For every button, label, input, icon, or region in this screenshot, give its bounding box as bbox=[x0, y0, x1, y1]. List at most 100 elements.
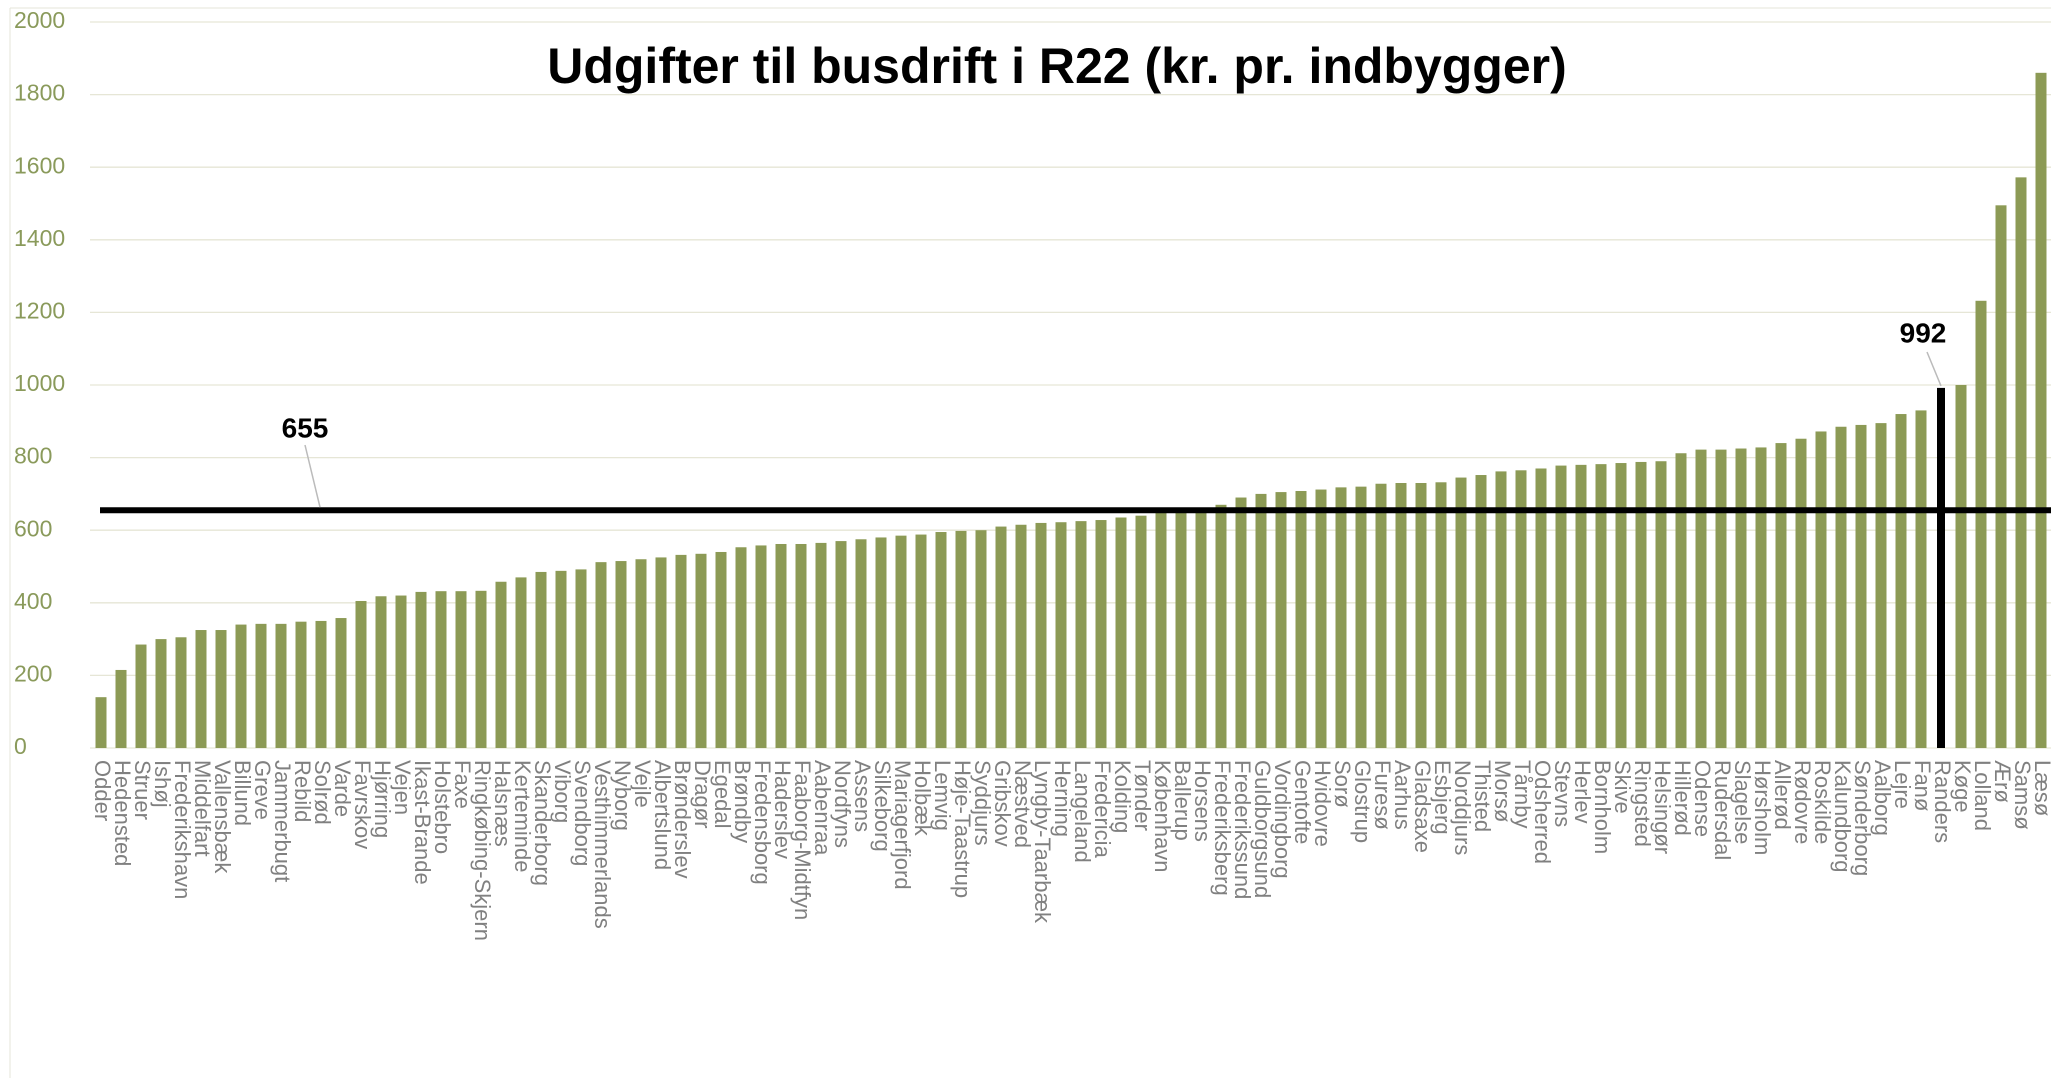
x-tick-label: Thisted bbox=[1470, 760, 1495, 832]
chart-title: Udgifter til busdrift i R22 (kr. pr. ind… bbox=[547, 38, 1567, 94]
x-tick-label: Odsherred bbox=[1530, 760, 1555, 864]
bar bbox=[1535, 468, 1547, 748]
bar bbox=[1175, 511, 1187, 748]
bar bbox=[395, 595, 407, 748]
x-tick-label: Langeland bbox=[1070, 760, 1095, 863]
bar bbox=[1755, 447, 1767, 748]
x-tick-label: Solrød bbox=[310, 760, 335, 825]
bar bbox=[1215, 504, 1227, 748]
bar bbox=[2015, 177, 2027, 748]
x-tick-label: Tårnby bbox=[1510, 760, 1535, 828]
bar bbox=[1255, 493, 1267, 748]
bar bbox=[1295, 490, 1307, 748]
bar bbox=[835, 541, 847, 748]
x-tick-label: Hvidovre bbox=[1310, 760, 1335, 847]
x-tick-label: Vejle bbox=[630, 760, 655, 808]
x-tick-label: Høje-Taastrup bbox=[950, 760, 975, 898]
bar bbox=[995, 526, 1007, 748]
x-tick-label: Egedal bbox=[710, 760, 735, 829]
x-tick-label: Glostrup bbox=[1350, 760, 1375, 843]
reference-label: 655 bbox=[282, 412, 329, 443]
x-tick-label: Holbæk bbox=[910, 760, 935, 837]
x-tick-label: Halsnæs bbox=[490, 760, 515, 847]
bar bbox=[455, 591, 467, 748]
bar bbox=[635, 559, 647, 748]
bar bbox=[1275, 492, 1287, 748]
y-tick-label: 0 bbox=[14, 733, 27, 759]
x-tick-label: Ærø bbox=[1990, 760, 2015, 803]
bar bbox=[1975, 300, 1987, 748]
x-tick-label: Gladsaxe bbox=[1410, 760, 1435, 853]
y-tick-label: 1400 bbox=[14, 225, 65, 251]
bar bbox=[215, 630, 227, 748]
bar bbox=[595, 562, 607, 748]
y-tick-label: 800 bbox=[14, 443, 52, 469]
bar bbox=[1937, 387, 1945, 748]
bar bbox=[1035, 522, 1047, 748]
bar bbox=[775, 543, 787, 748]
x-tick-label: Struer bbox=[130, 760, 155, 820]
x-tick-label: Ballerup bbox=[1170, 760, 1195, 841]
y-tick-label: 1600 bbox=[14, 152, 65, 178]
x-tick-label: Samsø bbox=[2010, 760, 2035, 830]
bar bbox=[95, 697, 107, 748]
bar bbox=[1415, 483, 1427, 748]
bar bbox=[1695, 449, 1707, 748]
bar bbox=[515, 577, 527, 748]
bar bbox=[955, 530, 967, 748]
x-tick-label: Ishøj bbox=[150, 760, 175, 808]
bar bbox=[575, 569, 587, 748]
x-tick-label: Varde bbox=[330, 760, 355, 817]
bar bbox=[335, 618, 347, 748]
x-tick-label: Esbjerg bbox=[1430, 760, 1455, 835]
bar bbox=[1615, 463, 1627, 748]
bar bbox=[1575, 464, 1587, 748]
y-tick-label: 600 bbox=[14, 515, 52, 541]
x-tick-label: Kolding bbox=[1110, 760, 1135, 833]
bar bbox=[1435, 482, 1447, 748]
x-tick-label: Billund bbox=[230, 760, 255, 826]
x-tick-label: Faaborg-Midtfyn bbox=[790, 760, 815, 920]
bar bbox=[1595, 464, 1607, 748]
y-tick-label: 1000 bbox=[14, 370, 65, 396]
bar bbox=[935, 532, 947, 748]
bar bbox=[1475, 475, 1487, 748]
bar bbox=[1655, 461, 1667, 748]
x-tick-label: Køge bbox=[1950, 760, 1975, 813]
bar bbox=[1995, 205, 2007, 748]
bar bbox=[1515, 470, 1527, 748]
bar bbox=[375, 596, 387, 748]
x-tick-label: Lolland bbox=[1970, 760, 1995, 831]
x-tick-label: Rudersdal bbox=[1710, 760, 1735, 860]
x-tick-label: Hørsholm bbox=[1750, 760, 1775, 855]
bar bbox=[1155, 512, 1167, 748]
bar bbox=[1495, 471, 1507, 748]
x-tick-label: Frederikshavn bbox=[170, 760, 195, 899]
bar bbox=[1375, 483, 1387, 748]
x-tick-label: Dragør bbox=[690, 760, 715, 828]
bar bbox=[2035, 72, 2047, 748]
bar bbox=[1115, 517, 1127, 748]
x-tick-label: Tønder bbox=[1130, 760, 1155, 831]
x-tick-label: Hedensted bbox=[110, 760, 135, 866]
x-tick-label: Skive bbox=[1610, 760, 1635, 814]
x-tick-label: Aalborg bbox=[1870, 760, 1895, 836]
x-tick-label: Skanderborg bbox=[530, 760, 555, 886]
bar bbox=[1455, 477, 1467, 748]
leader-line bbox=[1926, 351, 1942, 387]
bar bbox=[1235, 497, 1247, 748]
x-tick-label: Hjørring bbox=[370, 760, 395, 838]
bar bbox=[1875, 423, 1887, 748]
x-tick-label: Fredericia bbox=[1090, 760, 1115, 859]
bar bbox=[715, 551, 727, 748]
bar bbox=[175, 637, 187, 748]
bar bbox=[1775, 443, 1787, 748]
bar bbox=[1135, 515, 1147, 748]
x-tick-label: Slagelse bbox=[1730, 760, 1755, 844]
bar bbox=[155, 639, 167, 748]
x-tick-label: Vallensbæk bbox=[210, 760, 235, 874]
bar bbox=[355, 600, 367, 748]
y-tick-label: 400 bbox=[14, 588, 52, 614]
bar bbox=[695, 553, 707, 748]
